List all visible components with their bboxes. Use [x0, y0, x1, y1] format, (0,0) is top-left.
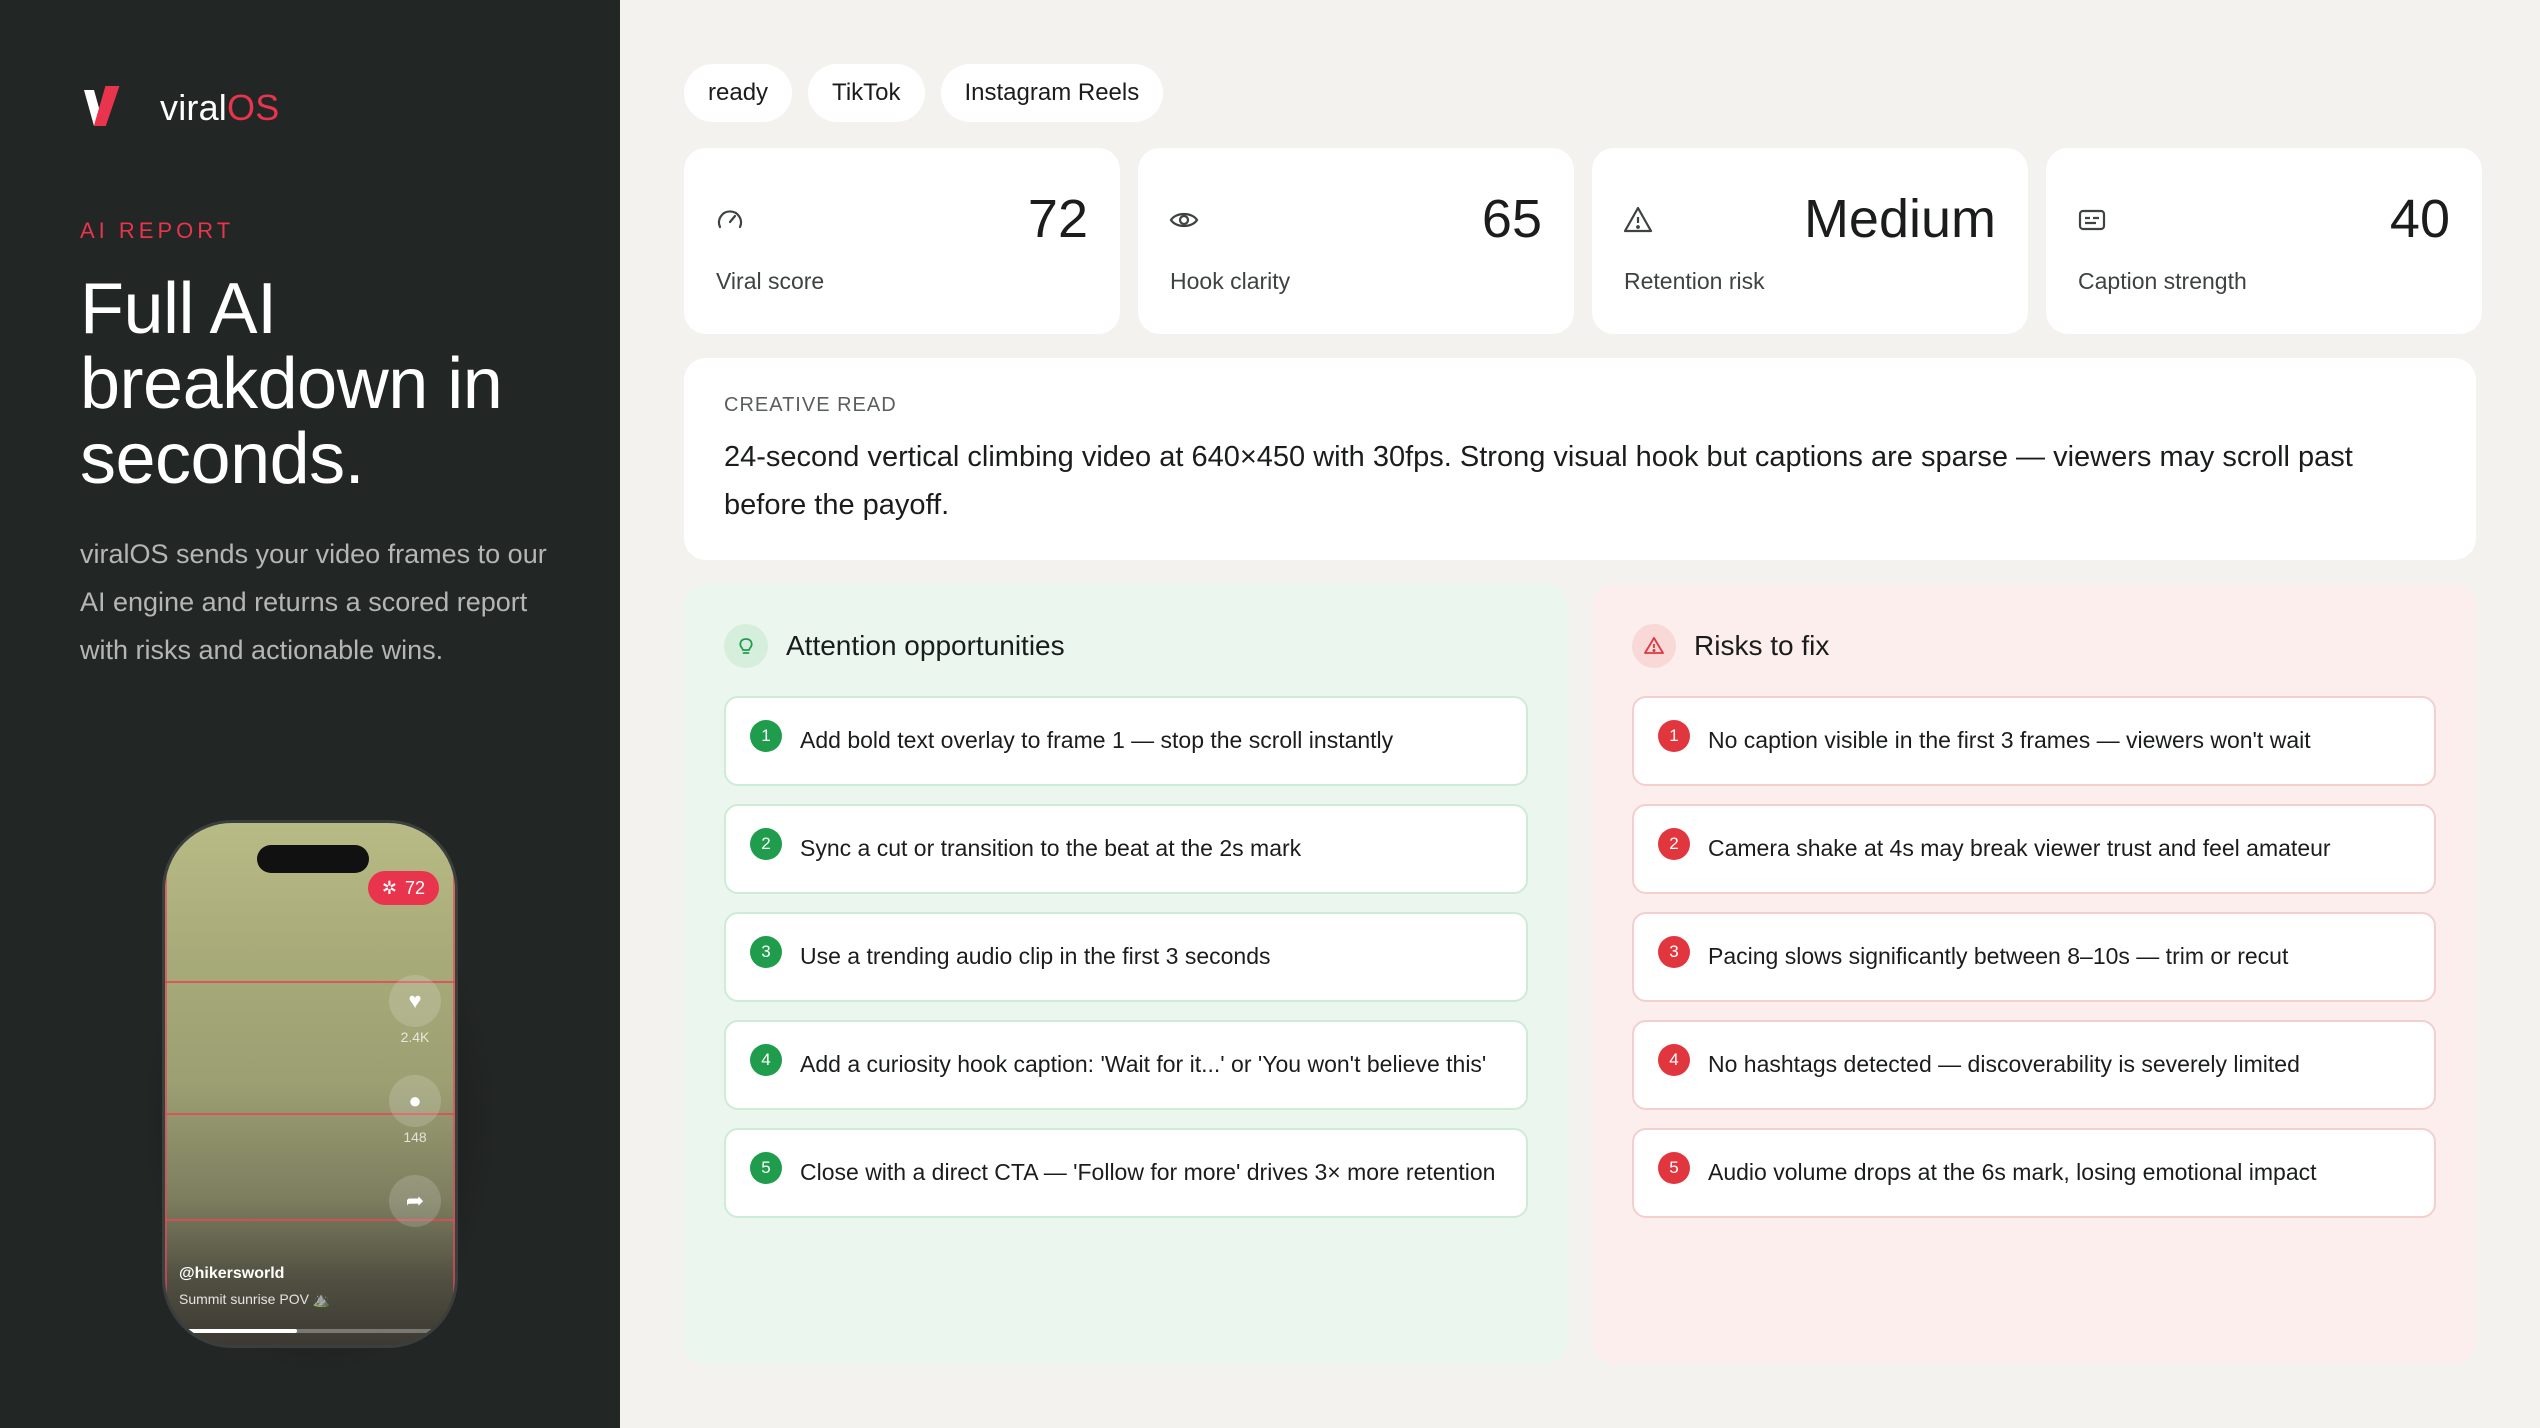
share-icon[interactable]: ➦ — [389, 1175, 441, 1227]
opportunities-title: Attention opportunities — [786, 630, 1065, 661]
risk-item[interactable]: 4 No hashtags detected — discoverability … — [1632, 1020, 2436, 1110]
sparkle-icon: ✲ — [381, 877, 397, 898]
metric-caption-strength: 40 Caption strength — [2046, 148, 2482, 334]
creative-read-card: CREATIVE READ 24-second vertical climbin… — [684, 358, 2476, 560]
video-progress-bar[interactable] — [179, 1329, 441, 1333]
phone-preview: ✲ 72 ♥ 2.4K ● 148 ➦ @hikersworld Summit s… — [162, 820, 458, 1348]
item-number: 4 — [1658, 1044, 1690, 1076]
phone-notch — [257, 845, 369, 873]
tag-tiktok[interactable]: TikTok — [808, 64, 925, 122]
opportunity-item[interactable]: 3 Use a trending audio clip in the first … — [724, 912, 1528, 1002]
risks-header: Risks to fix — [1632, 624, 2436, 668]
item-number: 1 — [750, 720, 782, 752]
metric-label: Viral score — [716, 268, 825, 294]
item-number: 3 — [750, 936, 782, 968]
opportunities-header: Attention opportunities — [724, 624, 1528, 668]
phone-caption: Summit sunrise POV ⛰️ — [179, 1291, 331, 1307]
item-number: 1 — [1658, 720, 1690, 752]
sidebar: viralOS AI REPORT Full AI breakdown in s… — [0, 0, 620, 1428]
video-progress-fill — [179, 1329, 297, 1333]
phone-score-badge: ✲ 72 — [367, 871, 439, 905]
metric-viral-score: 72 Viral score — [684, 148, 1120, 334]
comment-icon[interactable]: ● — [389, 1075, 441, 1127]
lightbulb-icon — [724, 624, 768, 668]
opportunity-item[interactable]: 4 Add a curiosity hook caption: 'Wait for… — [724, 1020, 1528, 1110]
frame-guide-line — [165, 1219, 455, 1221]
brand-logo[interactable]: viralOS — [80, 82, 279, 134]
risk-item[interactable]: 1 No caption visible in the first 3 frame… — [1632, 696, 2436, 786]
metric-value: 40 — [2389, 189, 2450, 249]
metric-label: Caption strength — [2078, 268, 2247, 294]
metric-retention-risk: Medium Retention risk — [1592, 148, 2028, 334]
risks-panel: Risks to fix 1 No caption visible in the … — [1592, 584, 2476, 1364]
risks-list: 1 No caption visible in the first 3 frame… — [1632, 696, 2436, 1218]
lead-text: viralOS sends your video frames to our A… — [80, 539, 547, 665]
status-tags: ready TikTok Instagram Reels — [684, 64, 1164, 122]
opportunity-item[interactable]: 1 Add bold text overlay to frame 1 — stop… — [724, 696, 1528, 786]
risk-item[interactable]: 3 Pacing slows significantly between 8–10… — [1632, 912, 2436, 1002]
frame-guide-edge — [453, 823, 455, 1345]
caption-icon — [2078, 209, 2106, 231]
phone-handle: @hikersworld — [179, 1265, 285, 1282]
metric-cards: 72 Viral score 65 Hook clarity Medium Re… — [684, 148, 2482, 334]
metric-label: Hook clarity — [1170, 268, 1291, 294]
brand-name: viralOS — [160, 87, 280, 128]
like-count: 2.4K — [400, 1029, 430, 1045]
metric-hook-clarity: 65 Hook clarity — [1138, 148, 1574, 334]
metric-label: Retention risk — [1624, 268, 1765, 294]
opportunities-list: 1 Add bold text overlay to frame 1 — stop… — [724, 696, 1528, 1218]
item-number: 4 — [750, 1044, 782, 1076]
metric-value: 72 — [1027, 189, 1088, 249]
heart-icon[interactable]: ♥ — [389, 975, 441, 1027]
tag-instagram-reels[interactable]: Instagram Reels — [940, 64, 1164, 122]
risk-item[interactable]: 5 Audio volume drops at the 6s mark, losi… — [1632, 1128, 2436, 1218]
frame-guide-edge — [165, 823, 167, 1345]
warning-icon — [1623, 206, 1653, 233]
item-number: 3 — [1658, 936, 1690, 968]
metric-value: 65 — [1481, 189, 1542, 249]
item-number: 5 — [750, 1152, 782, 1184]
creative-read-text: 24-second vertical climbing video at 640… — [724, 441, 2353, 521]
comment-count: 148 — [403, 1129, 427, 1145]
metric-value: Medium — [1803, 189, 1996, 249]
item-number: 5 — [1658, 1152, 1690, 1184]
gauge-icon — [717, 210, 743, 229]
tag-status[interactable]: ready — [684, 64, 793, 122]
risk-item[interactable]: 2 Camera shake at 4s may break viewer tru… — [1632, 804, 2436, 894]
frame-guide-line — [165, 1113, 455, 1115]
viralos-logo-icon — [84, 86, 120, 126]
eye-icon — [1169, 212, 1199, 228]
page-headline: Full AI breakdown in seconds. — [80, 269, 503, 499]
item-number: 2 — [750, 828, 782, 860]
opportunity-item[interactable]: 2 Sync a cut or transition to the beat at… — [724, 804, 1528, 894]
warning-icon — [1632, 624, 1676, 668]
item-number: 2 — [1658, 828, 1690, 860]
frame-guide-line — [165, 981, 455, 983]
opportunities-panel: Attention opportunities 1 Add bold text o… — [684, 584, 1568, 1364]
risks-title: Risks to fix — [1694, 630, 1830, 661]
report-label: AI REPORT — [80, 218, 235, 243]
creative-read-label: CREATIVE READ — [724, 394, 897, 416]
opportunity-item[interactable]: 5 Close with a direct CTA — 'Follow for m… — [724, 1128, 1528, 1218]
